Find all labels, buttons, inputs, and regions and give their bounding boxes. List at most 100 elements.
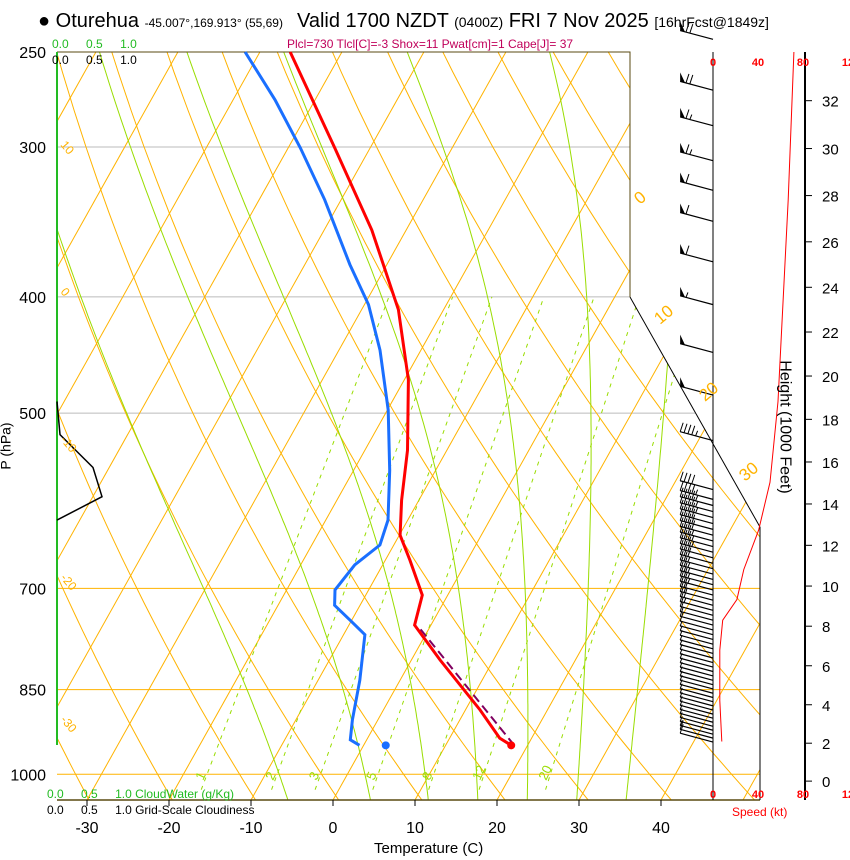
x-tick-label: 10 <box>406 820 424 837</box>
wind-barb <box>679 634 714 650</box>
isotherm-line <box>57 52 437 800</box>
height-tick-label: 16 <box>822 455 839 472</box>
wind-barb <box>680 172 714 191</box>
mixing-ratio-label: 20 <box>535 763 555 782</box>
station-dot-icon: ● <box>38 10 51 32</box>
wind-barb <box>679 674 714 690</box>
wind-barb <box>679 696 714 711</box>
wind-speed-line <box>719 51 795 742</box>
dry-adiabat-line <box>486 52 760 800</box>
wind-barb <box>679 481 714 500</box>
x-tick-label: 20 <box>488 820 506 837</box>
speed-tick-label-top: 12 <box>842 57 850 69</box>
wind-barb <box>679 700 714 715</box>
cloudwater-scale-top: 0.0 0.5 1.0 <box>52 37 137 51</box>
isotherm-label: 30 <box>735 458 762 485</box>
wind-barb <box>679 611 714 631</box>
x-axis-title: Temperature (C) <box>374 840 484 857</box>
wind-barb <box>679 720 714 735</box>
height-boundary-line <box>629 296 761 528</box>
wind-barb <box>680 244 714 263</box>
dry-adiabat-line <box>377 52 760 800</box>
isotherm-line <box>165 52 601 800</box>
left-isotherm-label: -20 <box>58 571 80 594</box>
wind-barb <box>680 21 714 40</box>
wind-barb <box>679 657 714 673</box>
wind-barb <box>679 487 714 507</box>
indices-line: Plcl=730 Tlcl[C]=-3 Shox=11 Pwat[cm]=1 C… <box>287 37 574 51</box>
pressure-tick-label: 700 <box>19 581 46 598</box>
pressure-tick-label: 400 <box>19 290 46 307</box>
dewpoint-line <box>243 51 392 747</box>
wind-barb <box>679 653 714 668</box>
wind-barb <box>679 607 714 626</box>
mixing-ratio-line <box>200 296 390 790</box>
speed-tick-label-bottom: 40 <box>752 789 764 801</box>
wind-barb <box>680 203 714 222</box>
wind-barb <box>679 679 714 694</box>
x-tick-label: 0 <box>329 820 338 837</box>
height-tick-label: 22 <box>822 325 839 342</box>
isotherm-label: 20 <box>695 378 722 405</box>
wind-barb <box>679 511 714 530</box>
wind-barb <box>679 666 714 681</box>
speed-axis-title: Speed (kt) <box>732 805 788 819</box>
wind-barb <box>679 683 714 699</box>
station-name: Oturehua <box>55 10 140 32</box>
height-tick-label: 30 <box>822 142 839 159</box>
temperature-line <box>288 51 512 747</box>
x-tick-label: 30 <box>570 820 588 837</box>
wind-barb <box>679 592 714 611</box>
isotherm-line <box>657 52 760 800</box>
pressure-tick-label: 1000 <box>10 767 46 784</box>
mixing-ratio-label: 2 <box>262 769 279 782</box>
cloudiness-legend: 0.0 0.5 1.0 Grid-Scale Cloudiness <box>47 803 255 817</box>
wind-barb <box>679 602 714 621</box>
height-tick-label: 24 <box>822 280 839 297</box>
pressure-tick-label: 300 <box>19 140 46 157</box>
height-tick-label: 20 <box>822 369 839 386</box>
height-tick-label: 28 <box>822 189 839 206</box>
surface-temperature-point <box>507 741 516 750</box>
pressure-tick-label: 850 <box>19 683 46 700</box>
dry-adiabat-line <box>0 31 8 805</box>
height-tick-label: 6 <box>822 659 830 676</box>
height-tick-label: 10 <box>822 579 839 596</box>
isotherm-label: 10 <box>650 301 677 328</box>
wind-barb <box>679 720 714 739</box>
dry-adiabat-line <box>595 52 760 800</box>
speed-tick-label-bottom: 80 <box>797 789 809 801</box>
x-tick-label: -30 <box>75 820 98 837</box>
wind-barb <box>680 142 714 162</box>
moist-adiabat-line <box>398 52 529 800</box>
mixing-ratio-line <box>271 296 454 790</box>
dry-adiabat-line <box>57 52 426 800</box>
valid-date: FRI 7 Nov 2025 <box>508 10 649 32</box>
wind-barb <box>679 471 714 491</box>
isotherm-line <box>83 52 519 800</box>
height-tick-label: 14 <box>822 497 839 514</box>
x-tick-label: 40 <box>652 820 670 837</box>
wind-barb <box>679 422 714 442</box>
wind-barb <box>679 630 714 645</box>
x-tick-label: -10 <box>239 820 262 837</box>
y-axis-title: P (hPa) <box>0 422 14 469</box>
wind-barb <box>679 724 714 743</box>
wind-barb <box>680 107 714 127</box>
moist-adiabat-line <box>92 52 372 800</box>
wind-barb <box>679 493 714 513</box>
wind-barb <box>679 670 714 686</box>
height-tick-label: 8 <box>822 619 830 636</box>
mixing-ratio-label: 12 <box>469 763 489 782</box>
height-tick-label: 32 <box>822 94 839 111</box>
height-tick-label: 18 <box>822 412 839 429</box>
dry-adiabat-line <box>322 52 760 800</box>
parcel-line <box>418 627 515 746</box>
height-tick-label: 0 <box>822 774 830 791</box>
dry-adiabat-line <box>268 52 760 800</box>
mixing-ratio-label: 8 <box>419 769 436 782</box>
speed-tick-label-bottom: 0 <box>710 789 716 801</box>
left-isotherm-label: 10 <box>58 138 78 157</box>
dry-adiabat-line <box>57 52 176 800</box>
